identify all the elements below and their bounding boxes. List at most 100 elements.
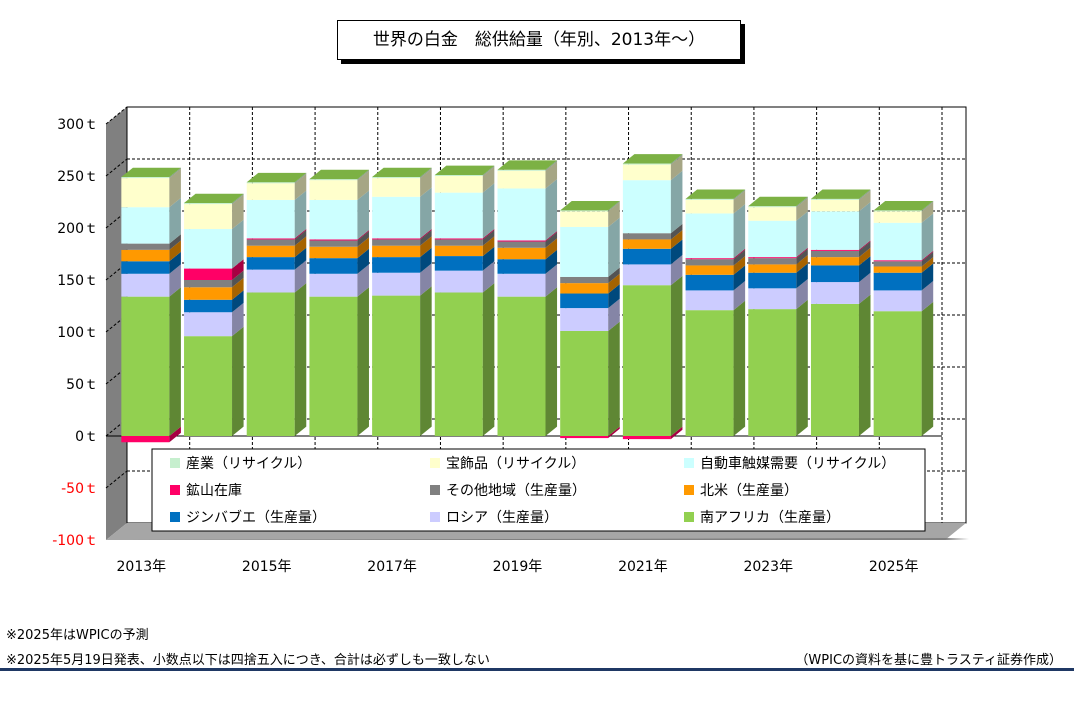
bar-industrial_recycling [748,206,797,208]
bar-mine_stocks [184,268,233,280]
note-release: ※2025年5月19日発表、小数点以下は四捨五入につき、合計は必ずしも一致しない [6,653,490,668]
bar-top [121,167,181,178]
bar-side-other_regions [169,234,181,250]
bar-side-russia [608,298,620,331]
legend-swatch-south_africa [684,512,694,522]
bar-other_regions [184,280,233,288]
bar-side-zimbabwe [796,263,808,289]
bar-industrial_recycling [873,210,922,212]
bar-side-industrial_recycling [608,200,620,212]
chart-title: 世界の白金 総供給量（年別、2013年～） [337,20,741,60]
bar-south_africa [246,292,295,436]
bar-zimbabwe [309,258,358,274]
legend-swatch-jewellery_recycling [430,458,440,468]
bar-south_africa [685,310,734,436]
bar-jewellery_recycling [372,178,421,197]
y-tick-label: 50ｔ [66,377,98,393]
bar-autocatalyst_recycling [685,213,734,259]
bar-side-zimbabwe [482,246,495,271]
bar-north_america [748,264,797,273]
bar-side-south_africa [608,321,620,436]
legend-label-other_regions: その他地域（生産量） [446,483,586,499]
bar-industrial_recycling [372,177,421,179]
bar-side-autocatalyst_recycling [232,219,244,269]
bar-side-mine_stocks [608,426,620,439]
bar-side-autocatalyst_recycling [357,190,369,240]
bar-other_regions [810,250,859,258]
bar-south_africa [184,336,233,436]
bar-jewellery_recycling [810,199,859,212]
bar-side-other_regions [357,231,369,247]
bar-industrial_recycling [184,203,233,205]
bar-side-other_regions [921,251,934,267]
bar-side-zimbabwe [545,249,558,274]
bar-side-mine_stocks [733,248,746,260]
bar-side-autocatalyst_recycling [733,204,746,259]
bar-russia [810,282,859,304]
bar-side-autocatalyst_recycling [169,197,181,244]
bar-side-north_america [733,256,746,275]
bar-mine_stocks [560,436,609,439]
x-tick-label: 2019年 [493,559,543,575]
y-tick-label: -100ｔ [52,533,98,549]
bar-top [246,172,307,183]
bar-south_africa [873,311,922,436]
bar-autocatalyst_recycling [497,188,546,241]
floor-edge [106,538,969,540]
bar-top [810,189,871,199]
bar-zimbabwe [121,261,170,274]
legend-label-industrial_recycling: 産業（リサイクル） [186,456,311,472]
bar-side-jewellery_recycling [294,173,307,200]
bar-side-south_africa [232,326,244,436]
bar-side-industrial_recycling [232,193,244,205]
bar-autocatalyst_recycling [434,192,483,239]
bar-north_america [309,246,358,259]
bar-russia [622,264,671,286]
bar-side-autocatalyst_recycling [858,202,871,250]
bar-side-mine_stocks [482,229,495,240]
bar-north_america [685,265,734,275]
bar-autocatalyst_recycling [748,220,797,258]
legend-label-russia: ロシア（生産量） [446,510,558,526]
bar-jewellery_recycling [622,164,671,181]
bar-industrial_recycling [309,179,358,181]
bar-industrial_recycling [810,198,859,200]
y-tick-label: 250ｔ [57,169,98,185]
bar-north_america [184,287,233,300]
legend-swatch-autocatalyst_recycling [684,458,694,468]
bar-mine_stocks [372,238,421,240]
bar-side-mine_stocks [858,240,871,251]
bar-autocatalyst_recycling [560,226,609,277]
bar-side-other_regions [294,230,307,246]
bar-zimbabwe [434,256,483,271]
bar-side-jewellery_recycling [796,197,808,221]
bar-side-industrial_recycling [858,189,871,200]
bar-industrial_recycling [434,174,483,176]
gridline-side [105,106,128,125]
bar-mine_stocks [873,260,922,262]
bar-side-jewellery_recycling [921,202,934,223]
bar-side-industrial_recycling [357,169,369,181]
bar-side-mine_stocks [796,247,808,259]
bar-side-south_africa [357,287,369,436]
bar-south_africa [497,296,546,436]
bar-zimbabwe [873,272,922,291]
bar-side-jewellery_recycling [733,190,746,214]
bar-side-south_africa [670,275,683,436]
bar-jewellery_recycling [246,183,295,200]
bar-russia [873,290,922,312]
bar-side-russia [858,272,871,304]
bar-other_regions [622,233,671,240]
bar-jewellery_recycling [309,180,358,200]
bar-side-south_africa [733,300,746,436]
bar-side-other_regions [232,270,244,288]
bar-side-industrial_recycling [670,154,683,165]
bar-side-other_regions [482,230,495,246]
legend-swatch-zimbabwe [170,512,180,522]
bar-side-south_africa [545,287,558,436]
bar-south_africa [810,303,859,436]
x-tick-label: 2021年 [618,559,668,575]
bar-russia [748,288,797,310]
bar-industrial_recycling [622,163,671,165]
bar-other_regions [497,241,546,248]
